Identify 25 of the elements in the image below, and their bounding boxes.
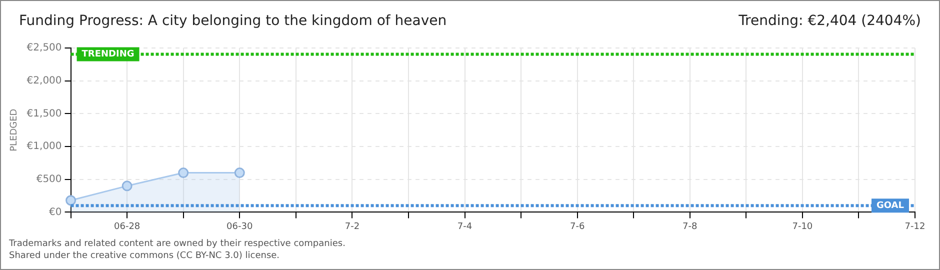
x-tick-label: 7-10 — [792, 222, 813, 232]
chart-title: Funding Progress: A city belonging to the kingdom of heaven — [19, 13, 447, 29]
x-tick-label: 7-8 — [682, 222, 698, 232]
y-tick-label: €500 — [36, 174, 62, 185]
y-tick-label: €1,000 — [26, 141, 62, 152]
point — [178, 168, 189, 178]
ref-line-label: GOAL — [876, 200, 904, 211]
point — [66, 195, 76, 206]
x-tick-label: 7-2 — [344, 222, 360, 232]
ref-line-label: TRENDING — [82, 50, 134, 60]
point — [234, 168, 245, 178]
point — [122, 180, 132, 192]
y-tick-label: €0 — [49, 206, 62, 218]
y-axis-title: PLEDGED — [10, 108, 20, 152]
x-tick-label: 06-30 — [226, 222, 253, 232]
y-tick-label: €2,500 — [26, 42, 62, 54]
y-tick-label: €2,000 — [26, 75, 62, 86]
x-tick-label: 7-12 — [904, 222, 926, 232]
x-tick-label: 7-6 — [570, 222, 585, 232]
x-tick-label: 06-28 — [114, 222, 140, 232]
chart-subtitle: Trending: €2,404 (2404%) — [738, 13, 921, 29]
text: Shared under the creative commons (CC BY-NC 3.0) license. — [9, 250, 281, 262]
text: Trademarks and related content are owned by their respective companies. — [9, 238, 346, 250]
x-tick-label: 7-4 — [457, 222, 472, 232]
y-tick-label: €1,500 — [26, 108, 62, 120]
